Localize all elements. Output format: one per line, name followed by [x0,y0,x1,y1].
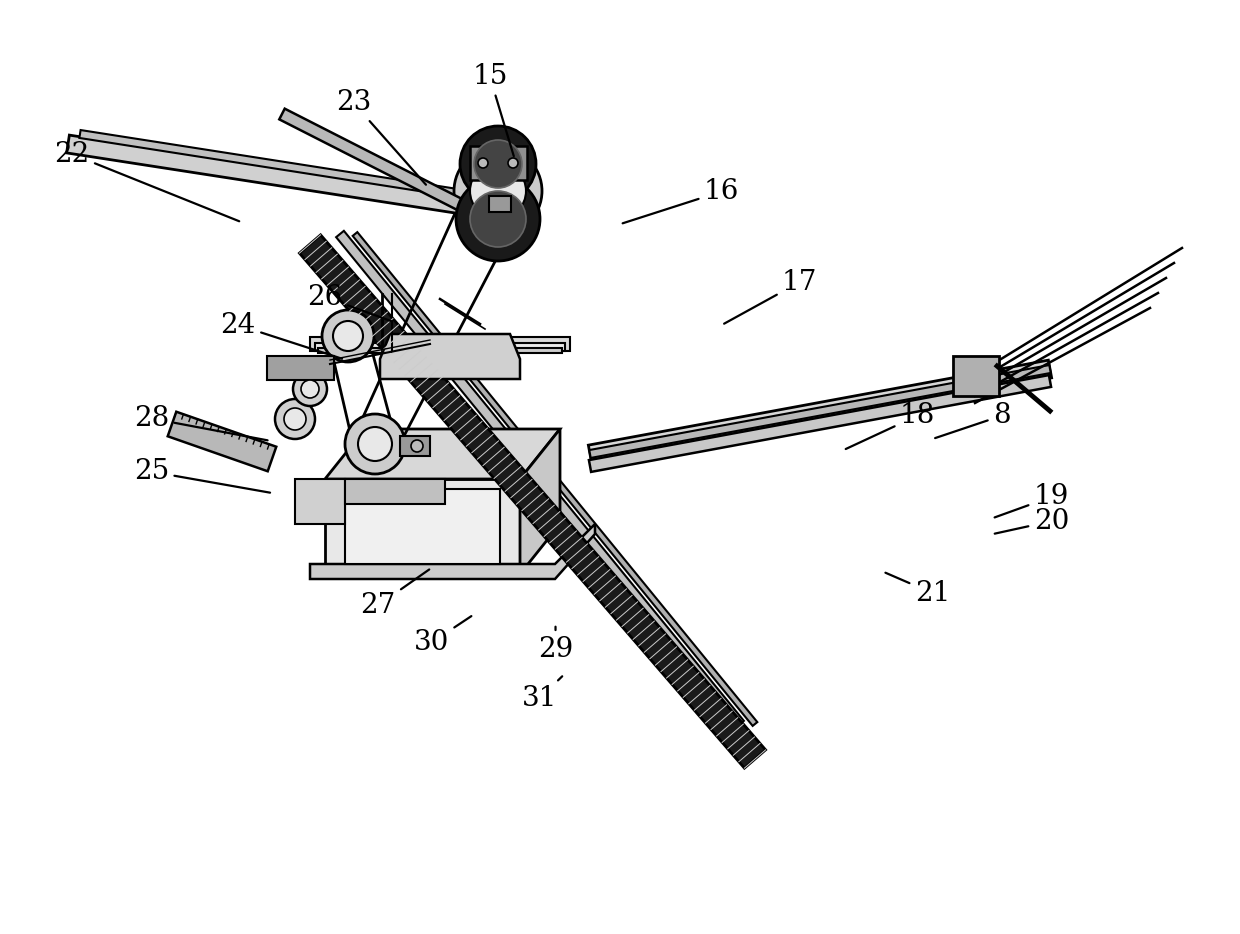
Circle shape [470,191,526,247]
Circle shape [470,163,526,219]
Text: 29: 29 [538,627,573,662]
FancyBboxPatch shape [267,356,334,380]
Text: 24: 24 [221,312,342,359]
Circle shape [322,310,374,362]
Circle shape [334,321,363,351]
Circle shape [454,147,542,235]
Text: 8: 8 [935,403,1011,438]
Text: 17: 17 [724,269,817,324]
Text: 22: 22 [55,141,239,221]
Text: 28: 28 [134,405,268,440]
Text: 30: 30 [414,616,471,656]
Text: 18: 18 [846,403,935,449]
Polygon shape [325,429,560,479]
FancyBboxPatch shape [954,356,999,396]
Text: 31: 31 [522,676,562,712]
Polygon shape [167,412,277,472]
FancyBboxPatch shape [489,196,511,212]
Text: 20: 20 [994,508,1069,534]
FancyBboxPatch shape [470,146,527,180]
Polygon shape [379,334,520,379]
Polygon shape [79,130,484,201]
Text: 21: 21 [885,573,950,606]
Circle shape [410,440,423,452]
Text: 26: 26 [308,284,392,321]
Text: 19: 19 [994,484,1069,517]
Polygon shape [279,108,501,230]
Polygon shape [315,343,565,351]
Circle shape [293,372,327,406]
Circle shape [508,158,518,168]
Polygon shape [317,347,562,352]
Circle shape [275,399,315,439]
Circle shape [284,408,306,430]
Polygon shape [336,231,744,728]
Polygon shape [295,479,345,524]
Polygon shape [310,524,595,579]
Polygon shape [352,233,758,726]
Text: 25: 25 [134,459,270,492]
Polygon shape [588,361,1052,463]
Text: 27: 27 [361,570,429,618]
Polygon shape [310,337,570,351]
Circle shape [456,177,539,261]
Polygon shape [325,479,520,574]
Text: 15: 15 [472,64,513,156]
Circle shape [358,427,392,461]
Circle shape [477,158,489,168]
Circle shape [474,140,522,188]
Polygon shape [345,489,500,564]
Polygon shape [520,429,560,574]
Polygon shape [589,365,1050,458]
Polygon shape [67,135,490,218]
Circle shape [460,126,536,202]
Polygon shape [589,375,1052,472]
FancyBboxPatch shape [401,436,430,456]
Text: 16: 16 [622,178,739,223]
Circle shape [345,414,405,474]
Bar [345,479,445,504]
Text: 23: 23 [336,90,427,185]
Circle shape [301,380,319,398]
Polygon shape [299,234,765,768]
